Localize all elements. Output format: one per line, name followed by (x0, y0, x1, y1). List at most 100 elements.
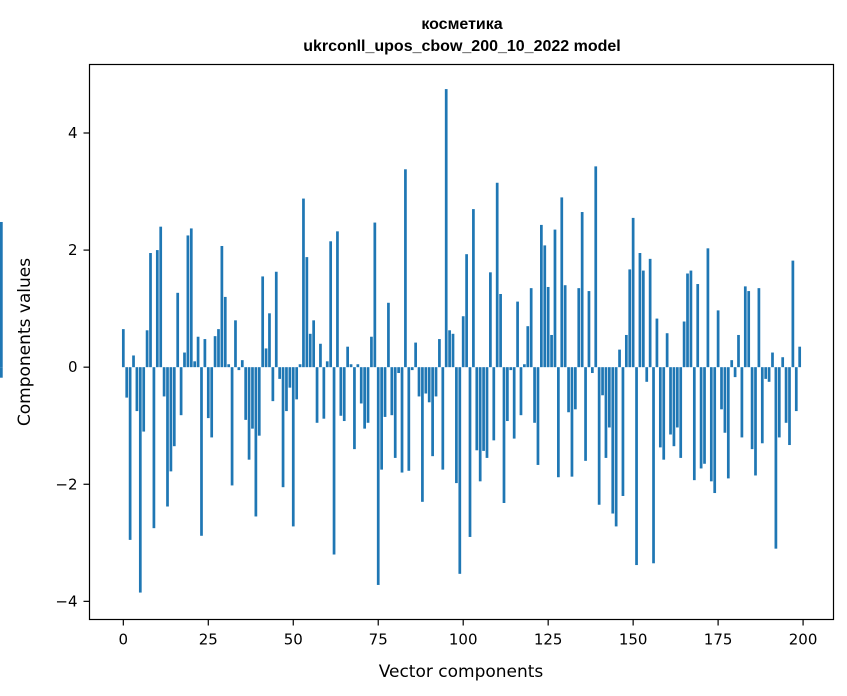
bar-111 (499, 293, 502, 368)
bar-88 (421, 367, 424, 502)
bar-187 (757, 288, 761, 368)
chart-subtitle: ukrconll_upos_cbow_200_10_2022 model (303, 38, 620, 55)
x-tick-label: 100 (449, 631, 478, 649)
bar-24 (203, 339, 207, 368)
bar-40 (257, 367, 261, 436)
bar-164 (679, 367, 683, 458)
bar-168 (692, 367, 696, 481)
bar-184 (747, 291, 751, 368)
bar-192 (774, 367, 778, 549)
chart-title: косметика (421, 16, 502, 33)
plot-frame (88, 63, 835, 621)
bar-7 (145, 330, 149, 368)
bar-9 (152, 367, 156, 529)
bar-175 (716, 310, 720, 368)
bar-12 (162, 367, 166, 397)
bar-86 (414, 342, 417, 368)
bar-93 (438, 339, 441, 368)
bar-105 (478, 367, 482, 482)
bar-128 (557, 367, 560, 478)
bar-102 (468, 367, 472, 537)
bar-58 (319, 343, 322, 368)
bar-115 (512, 367, 516, 439)
bar-155 (648, 258, 652, 368)
bar-13 (166, 367, 169, 507)
bar-67 (349, 364, 353, 368)
bar-65 (342, 367, 346, 422)
bar-189 (764, 367, 768, 379)
bar-179 (730, 360, 734, 368)
bar-62 (332, 367, 336, 555)
bar-59 (322, 367, 326, 419)
bar-94 (441, 367, 445, 470)
bar-28 (217, 329, 220, 368)
bar-87 (417, 367, 421, 397)
bar-22 (196, 336, 200, 368)
bar-undefined (0, 367, 3, 378)
y-tick-label: 2 (68, 241, 78, 259)
bar-series (0, 89, 802, 593)
bar-26 (210, 367, 214, 438)
y-tick-label: 4 (68, 124, 78, 142)
bar-64 (339, 367, 343, 416)
bar-121 (533, 367, 536, 423)
x-axis: 0 25 50 75 100 125 150 175 200 (119, 619, 817, 649)
bar-8 (149, 253, 152, 368)
bar-46 (278, 367, 282, 379)
bar-106 (482, 367, 485, 451)
bar-31 (227, 364, 231, 368)
bar-48 (285, 367, 288, 412)
bar-96 (448, 330, 451, 368)
bar-97 (451, 333, 455, 368)
x-tick-label: 25 (199, 631, 218, 649)
bar-169 (696, 284, 700, 368)
bar-135 (580, 212, 584, 368)
bar-6 (142, 367, 146, 432)
bar-41 (261, 276, 265, 368)
bar-10 (155, 250, 159, 368)
bar-70 (359, 367, 363, 404)
bar-39 (254, 367, 258, 517)
bar-23 (200, 367, 203, 536)
bar-127 (553, 229, 557, 368)
bar-151 (635, 367, 638, 566)
bar-30 (223, 296, 227, 368)
bar-27 (213, 336, 217, 368)
bar-145 (614, 367, 618, 527)
x-tick-label: 125 (534, 631, 563, 649)
bar-124 (543, 245, 547, 368)
bar-99 (458, 367, 462, 574)
bar-78 (387, 302, 390, 368)
bar-131 (567, 367, 570, 413)
bar-81 (397, 367, 400, 374)
bar-43 (268, 313, 271, 368)
bar-129 (560, 197, 564, 368)
bar-3 (132, 355, 135, 368)
bar-162 (672, 367, 676, 447)
bar-2 (128, 367, 132, 540)
bar-71 (363, 367, 366, 429)
bar-137 (587, 291, 591, 368)
bar-147 (621, 367, 625, 496)
bar-11 (159, 226, 163, 368)
bar-112 (502, 367, 506, 503)
bar-170 (699, 367, 703, 469)
bar-52 (298, 364, 302, 368)
bar-114 (509, 367, 513, 371)
bar-5 (138, 367, 142, 593)
bar-186 (754, 367, 757, 476)
bar-196 (788, 367, 791, 446)
bar-160 (665, 333, 669, 368)
bar-32 (230, 367, 234, 486)
bar-136 (584, 367, 587, 461)
y-tick-label: 0 (68, 358, 78, 376)
bar-108 (489, 272, 492, 368)
bar-56 (312, 320, 316, 368)
bar-45 (274, 271, 278, 368)
bar-25 (206, 367, 210, 419)
bar-68 (353, 367, 356, 450)
bar-77 (383, 367, 387, 417)
bar-156 (652, 367, 655, 564)
bar-0 (121, 329, 125, 368)
